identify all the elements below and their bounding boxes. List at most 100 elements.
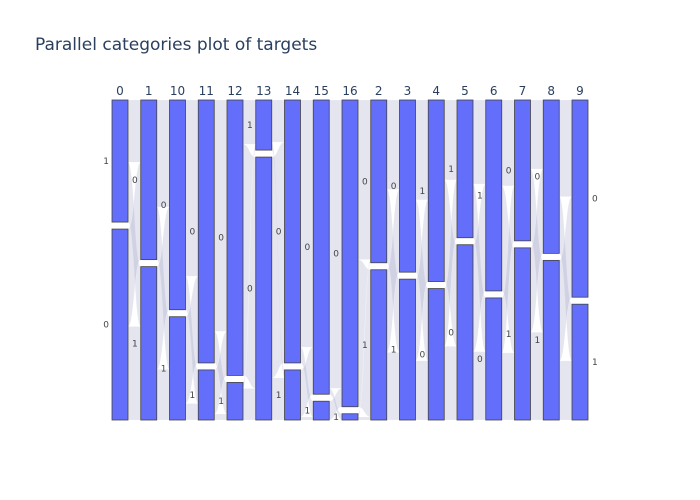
category-bar-9-1[interactable] [571,303,589,421]
dimension-label-5[interactable]: 5 [461,84,469,98]
category-bar-8-1[interactable] [542,259,560,421]
ribbons-layer [127,99,573,421]
dimension-label-15[interactable]: 15 [314,84,329,98]
category-bar-11-1[interactable] [197,369,215,421]
dimension-label-3[interactable]: 3 [404,84,412,98]
category-label-15-1: 1 [305,407,311,417]
dimension-label-13[interactable]: 13 [256,84,271,98]
dimension-label-2[interactable]: 2 [375,84,383,98]
category-bar-3-0[interactable] [399,99,416,273]
category-bar-5-1[interactable] [456,99,474,239]
category-bar-16-0[interactable] [341,99,359,408]
category-label-5-0: 0 [448,328,454,338]
dimension-label-14[interactable]: 14 [285,84,300,98]
category-bar-1-1[interactable] [140,266,158,421]
category-bar-7-1[interactable] [514,247,531,421]
dimension-label-4[interactable]: 4 [432,84,440,98]
category-label-11-0: 0 [190,227,196,237]
ribbon-2-1-to-3-1[interactable] [386,352,400,421]
ribbon-14-1-to-15-1[interactable] [300,416,314,421]
category-label-4-0: 0 [420,350,426,360]
category-bar-12-1[interactable] [226,382,244,421]
category-bar-6-0[interactable] [485,297,503,421]
category-label-1-1: 1 [132,339,138,349]
ribbon-13-1-to-14-0[interactable] [271,99,285,143]
ribbon-5-1-to-6-1[interactable] [472,99,486,185]
ribbon-16-1-to-2-1[interactable] [357,416,371,421]
ribbon-7-0-to-8-0[interactable] [530,99,544,170]
dimension-label-16[interactable]: 16 [342,84,357,98]
category-bar-9-0[interactable] [571,99,589,298]
category-bar-2-0[interactable] [370,99,388,264]
category-bar-13-0[interactable] [255,156,273,421]
category-label-2-0: 0 [362,177,368,187]
ribbon-14-0-to-15-0[interactable] [300,99,314,348]
category-label-13-0: 0 [247,285,253,295]
ribbon-11-1-to-12-1[interactable] [214,413,228,421]
ribbon-8-1-to-9-1[interactable] [559,360,573,421]
category-label-7-1: 1 [506,330,512,340]
ribbon-2-0-to-3-0[interactable] [386,99,400,190]
category-label-9-1: 1 [592,358,598,368]
ribbon-11-0-to-12-0[interactable] [214,99,228,332]
category-label-9-0: 0 [592,195,598,205]
ribbon-13-0-to-14-0[interactable] [271,141,285,379]
category-label-15-0: 0 [305,243,311,253]
dimension-label-1[interactable]: 1 [145,84,153,98]
dimension-label-9[interactable]: 9 [576,84,584,98]
ribbon-15-0-to-16-0[interactable] [329,99,343,389]
category-bar-15-0[interactable] [312,99,330,395]
ribbon-3-1-to-4-0[interactable] [415,360,429,421]
category-bar-6-1[interactable] [485,99,503,292]
category-bar-12-0[interactable] [226,99,244,376]
category-label-14-1: 1 [276,391,282,401]
category-bar-16-1[interactable] [341,413,359,421]
category-label-10-1: 1 [161,364,167,374]
ribbon-6-0-to-7-1[interactable] [501,352,515,421]
ribbon-8-0-to-9-0[interactable] [559,99,573,197]
category-bar-4-0[interactable] [427,288,445,421]
dimensions-layer: 0101011001110112011310140115011601201301… [103,84,598,423]
category-bar-4-1[interactable] [427,99,445,282]
ribbon-1-1-to-10-1[interactable] [156,369,170,421]
category-bar-1-0[interactable] [140,99,158,261]
category-bar-2-1[interactable] [370,269,388,421]
dimension-label-8[interactable]: 8 [547,84,555,98]
category-bar-11-0[interactable] [197,99,215,364]
dimension-label-7[interactable]: 7 [519,84,527,98]
category-bar-15-1[interactable] [312,400,330,421]
category-label-2-1: 1 [362,341,368,351]
ribbon-0-1-to-1-0[interactable] [127,99,141,163]
category-bar-10-0[interactable] [169,99,186,311]
category-label-12-1: 1 [218,397,224,407]
ribbon-10-0-to-11-0[interactable] [185,99,199,277]
category-label-5-1: 1 [448,165,454,175]
chart-title: Parallel categories plot of targets [35,35,317,55]
dimension-label-12[interactable]: 12 [227,84,242,98]
ribbon-1-0-to-10-0[interactable] [156,99,170,208]
category-bar-13-1[interactable] [255,99,273,151]
category-label-10-0: 0 [161,201,167,211]
category-bar-3-1[interactable] [399,278,416,421]
category-label-6-0: 0 [477,355,483,365]
category-label-16-1: 1 [333,413,339,423]
dimension-label-10[interactable]: 10 [170,84,185,98]
category-bar-0-1[interactable] [111,99,129,223]
ribbon-3-0-to-4-1[interactable] [415,99,429,201]
category-label-7-0: 0 [506,166,512,176]
dimension-label-11[interactable]: 11 [199,84,214,98]
dimension-label-0[interactable]: 0 [116,84,124,98]
ribbon-12-1-to-13-0[interactable] [242,388,256,421]
dimension-label-6[interactable]: 6 [490,84,498,98]
category-bar-14-0[interactable] [284,99,301,364]
ribbon-10-1-to-11-1[interactable] [185,403,199,421]
category-bar-10-1[interactable] [169,316,186,421]
category-label-3-0: 0 [391,182,397,192]
category-bar-0-0[interactable] [111,228,129,421]
ribbon-4-0-to-5-0[interactable] [444,346,458,421]
category-bar-7-0[interactable] [514,99,531,242]
category-bar-8-0[interactable] [542,99,560,254]
category-bar-14-1[interactable] [284,369,301,421]
category-label-13-1: 1 [247,121,253,131]
category-bar-5-0[interactable] [456,244,474,421]
